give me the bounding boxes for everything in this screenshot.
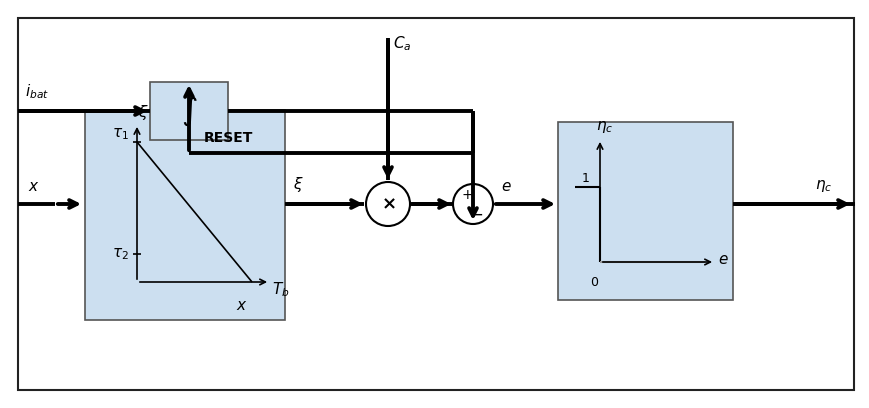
Text: $i_{bat}$: $i_{bat}$: [25, 82, 49, 101]
Text: $C_a$: $C_a$: [393, 34, 411, 53]
Text: $e$: $e$: [717, 251, 728, 266]
Text: $x$: $x$: [236, 298, 248, 313]
FancyBboxPatch shape: [149, 82, 228, 140]
Text: $\mathbf{\times}$: $\mathbf{\times}$: [380, 195, 395, 213]
FancyBboxPatch shape: [18, 18, 853, 390]
Text: $\xi$: $\xi$: [137, 103, 148, 122]
Text: $\tau_2$: $\tau_2$: [112, 246, 129, 262]
Text: $\int$: $\int$: [181, 94, 197, 128]
Text: $\eta_c$: $\eta_c$: [814, 178, 832, 194]
Text: $x$: $x$: [28, 179, 39, 194]
Text: $1$: $1$: [580, 172, 589, 185]
Text: RESET: RESET: [203, 131, 253, 145]
FancyBboxPatch shape: [557, 122, 733, 300]
Text: $e$: $e$: [501, 179, 511, 194]
Text: $T_b$: $T_b$: [272, 280, 289, 299]
FancyBboxPatch shape: [85, 110, 285, 320]
Text: $-$: $-$: [468, 205, 482, 223]
Text: $+$: $+$: [461, 188, 473, 202]
Text: $\tau_1$: $\tau_1$: [112, 126, 129, 142]
Text: $0$: $0$: [590, 276, 599, 289]
Text: $\xi$: $\xi$: [293, 175, 303, 194]
Text: $\eta_c$: $\eta_c$: [595, 119, 613, 135]
